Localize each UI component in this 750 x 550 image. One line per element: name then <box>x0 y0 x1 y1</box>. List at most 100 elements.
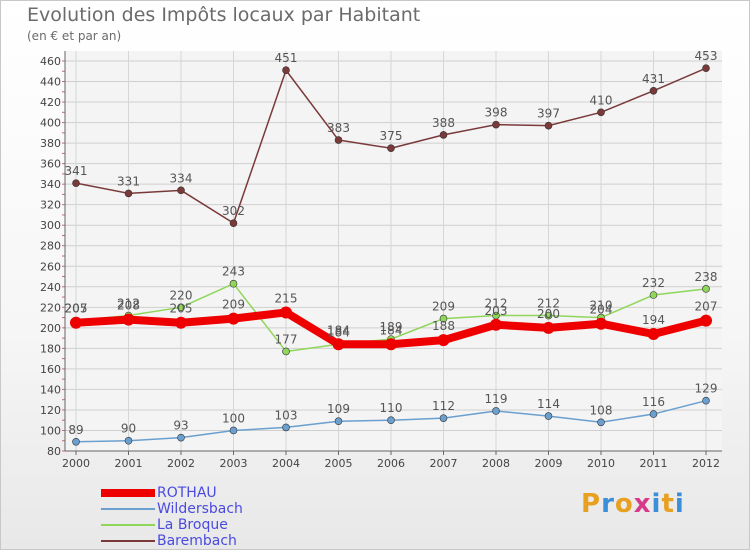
data-point-rothau <box>385 338 397 351</box>
data-point-barembach <box>597 108 605 117</box>
data-label-rothau: 188 <box>432 319 455 333</box>
data-label-barembach: 302 <box>222 204 245 218</box>
y-tick-label: 280 <box>40 240 61 253</box>
data-point-barembach <box>702 64 710 72</box>
data-label-la-broque: 212 <box>485 297 508 311</box>
data-point-la-broque <box>544 311 553 320</box>
y-tick-label: 220 <box>40 301 61 314</box>
data-label-rothau: 204 <box>590 303 613 317</box>
data-point-barembach <box>124 189 133 198</box>
data-label-barembach: 375 <box>380 129 403 143</box>
data-label-la-broque: 212 <box>117 297 140 311</box>
data-point-barembach <box>544 121 553 130</box>
data-point-rothau <box>700 314 712 327</box>
data-label-la-broque: 238 <box>695 270 718 284</box>
y-tick-label: 200 <box>40 322 61 335</box>
data-point-rothau <box>175 316 187 329</box>
legend-swatch-rothau <box>101 489 155 497</box>
x-tick-label: 2012 <box>692 457 720 470</box>
data-point-wildersbach <box>229 426 238 435</box>
legend: ROTHAU Wildersbach La Broque Barembach <box>101 485 243 549</box>
axes: 80 100 120 140 160 180 200 220 240 260 280 300 320 34… <box>40 51 722 470</box>
x-tick-label: 2002 <box>167 457 195 470</box>
x-tick-label: 2008 <box>482 457 510 470</box>
data-label-barembach: 383 <box>327 121 350 135</box>
data-label-la-broque: 189 <box>380 320 403 334</box>
data-point-la-broque <box>649 291 658 299</box>
y-tick-label: 140 <box>40 383 61 396</box>
logo-letter: o <box>614 489 634 519</box>
data-point-wildersbach <box>387 416 395 425</box>
data-point-rothau <box>542 321 555 334</box>
x-tick-label: 2003 <box>220 457 248 470</box>
chart-subtitle: (en € et par an) <box>27 29 122 43</box>
data-label-barembach: 397 <box>537 107 560 121</box>
data-label-wildersbach: 109 <box>327 402 350 416</box>
proxiti-logo: Proxiti <box>581 489 685 519</box>
data-point-rothau <box>70 316 82 329</box>
data-label-la-broque: 210 <box>590 299 613 313</box>
y-tick-label: 380 <box>40 137 61 150</box>
data-label-wildersbach: 119 <box>485 392 508 406</box>
legend-swatch-la-broque <box>101 524 155 526</box>
data-label-la-broque: 243 <box>222 265 245 279</box>
data-point-rothau <box>280 306 292 319</box>
logo-letter: i <box>674 489 685 519</box>
data-point-wildersbach <box>544 412 553 420</box>
legend-label-wildersbach: Wildersbach <box>157 501 243 517</box>
y-tick-label: 120 <box>40 404 61 417</box>
data-label-wildersbach: 129 <box>695 382 718 396</box>
data-point-barembach <box>334 136 343 144</box>
data-label-rothau: 184 <box>327 323 350 337</box>
series <box>70 64 712 446</box>
data-label-la-broque: 184 <box>327 325 350 339</box>
data-point-barembach <box>282 66 290 75</box>
data-point-la-broque <box>229 279 238 288</box>
x-tick-label: 2006 <box>377 457 405 470</box>
y-tick-label: 360 <box>40 158 61 171</box>
y-tick-label: 400 <box>40 117 61 130</box>
data-point-wildersbach <box>439 414 448 422</box>
legend-label-la-broque: La Broque <box>157 517 228 533</box>
data-label-la-broque: 177 <box>275 332 298 346</box>
legend-item-wildersbach: Wildersbach <box>101 501 243 517</box>
logo-letter: P <box>581 489 602 519</box>
data-point-la-broque <box>282 347 290 356</box>
data-point-wildersbach <box>177 433 185 442</box>
data-point-la-broque <box>439 314 448 323</box>
logo-letter: x <box>633 489 652 519</box>
data-labels: 341 331 334 302 451 383 375 388 398 397 410 431 453 8… <box>65 49 718 437</box>
logo-letter: r <box>601 489 615 519</box>
data-label-wildersbach: 114 <box>537 397 560 411</box>
data-label-rothau: 200 <box>537 307 560 321</box>
data-label-barembach: 453 <box>695 49 718 63</box>
data-label-barembach: 398 <box>485 106 508 120</box>
plot-area <box>65 51 722 451</box>
data-point-rothau <box>332 338 345 351</box>
data-label-wildersbach: 103 <box>275 408 298 422</box>
y-tick-label: 240 <box>40 281 61 294</box>
data-label-barembach: 334 <box>170 171 193 185</box>
x-tick-label: 2001 <box>115 457 143 470</box>
data-point-barembach <box>439 131 448 139</box>
data-point-wildersbach <box>597 418 605 427</box>
data-label-wildersbach: 93 <box>173 419 188 433</box>
legend-label-barembach: Barembach <box>157 533 237 549</box>
legend-item-barembach: Barembach <box>101 533 243 549</box>
data-point-rothau <box>122 313 135 326</box>
data-label-rothau: 203 <box>485 304 508 318</box>
grid <box>65 51 722 452</box>
logo-letter: i <box>651 489 662 519</box>
data-label-wildersbach: 90 <box>121 422 136 436</box>
x-tick-label: 2005 <box>325 457 353 470</box>
data-label-rothau: 215 <box>275 291 298 305</box>
legend-swatch-wildersbach <box>101 508 155 510</box>
data-label-rothau: 205 <box>170 302 193 316</box>
data-label-wildersbach: 116 <box>642 395 665 409</box>
data-label-wildersbach: 110 <box>380 401 403 415</box>
data-label-barembach: 341 <box>65 164 88 178</box>
data-label-rothau: 207 <box>695 300 718 314</box>
data-label-la-broque: 232 <box>642 276 665 290</box>
data-label-la-broque: 207 <box>65 302 88 316</box>
